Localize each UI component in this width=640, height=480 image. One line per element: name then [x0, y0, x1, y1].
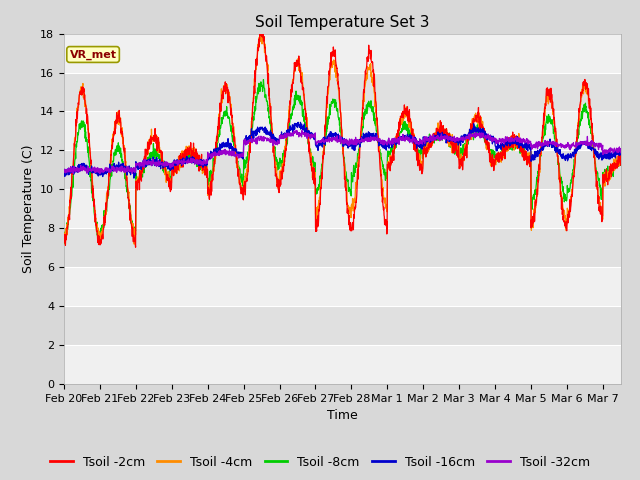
Title: Soil Temperature Set 3: Soil Temperature Set 3	[255, 15, 429, 30]
Bar	[64, 306, 621, 345]
Bar	[64, 111, 621, 150]
Text: VR_met: VR_met	[70, 49, 116, 60]
Legend: Tsoil -2cm, Tsoil -4cm, Tsoil -8cm, Tsoil -16cm, Tsoil -32cm: Tsoil -2cm, Tsoil -4cm, Tsoil -8cm, Tsoi…	[45, 451, 595, 474]
Bar	[64, 267, 621, 306]
Bar	[64, 228, 621, 267]
Bar	[64, 34, 621, 72]
Bar	[64, 150, 621, 189]
Bar	[64, 189, 621, 228]
Y-axis label: Soil Temperature (C): Soil Temperature (C)	[22, 144, 35, 273]
Bar	[64, 345, 621, 384]
X-axis label: Time: Time	[327, 409, 358, 422]
Bar	[64, 72, 621, 111]
